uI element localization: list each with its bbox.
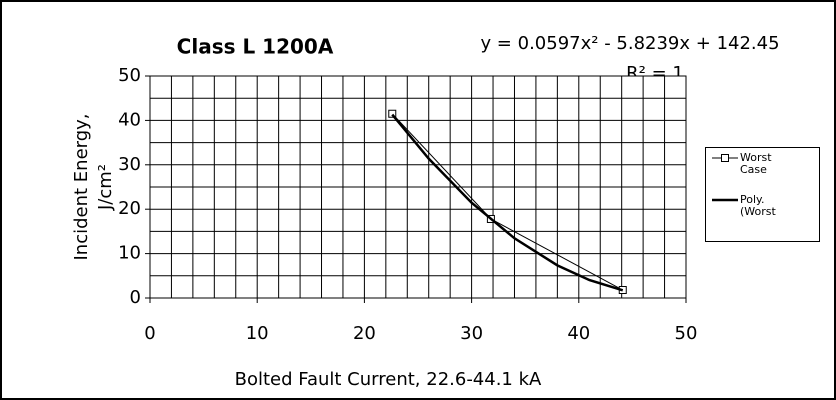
- chart-title: Class L 1200A: [177, 35, 334, 59]
- series-line: [391, 113, 624, 292]
- legend-marker: [721, 154, 729, 162]
- legend-entry: Poly. (Worst: [710, 194, 782, 218]
- x-tick-label: 40: [567, 323, 590, 344]
- y-tick-label: 40: [118, 109, 141, 130]
- legend-swatch: [712, 154, 738, 162]
- y-axis-label: Incident Energy,: [71, 113, 92, 260]
- x-tick-label: 50: [675, 323, 698, 344]
- legend-label: Poly. (Worst: [740, 193, 776, 218]
- y-tick-label: 10: [118, 243, 141, 264]
- x-tick-label: 20: [353, 323, 376, 344]
- y-tick-label: 20: [118, 198, 141, 219]
- x-axis-label: Bolted Fault Current, 22.6-44.1 kA: [235, 369, 542, 390]
- y-axis-label: J/cm²: [95, 164, 116, 211]
- x-tick-label: 0: [144, 323, 155, 344]
- x-tick-label: 30: [460, 323, 483, 344]
- marker: [388, 109, 397, 118]
- legend-label: Worst Case: [740, 151, 772, 176]
- legend: Worst Case Poly. (Worst: [705, 147, 820, 242]
- legend-entry: Worst Case: [710, 152, 782, 176]
- y-tick-label: 0: [130, 287, 141, 308]
- y-tick-label: 50: [118, 65, 141, 86]
- y-tick-label: 30: [118, 154, 141, 175]
- equation: y = 0.0597x² - 5.8239x + 142.45: [480, 33, 779, 54]
- legend-swatch: [712, 198, 738, 202]
- x-tick-label: 10: [246, 323, 269, 344]
